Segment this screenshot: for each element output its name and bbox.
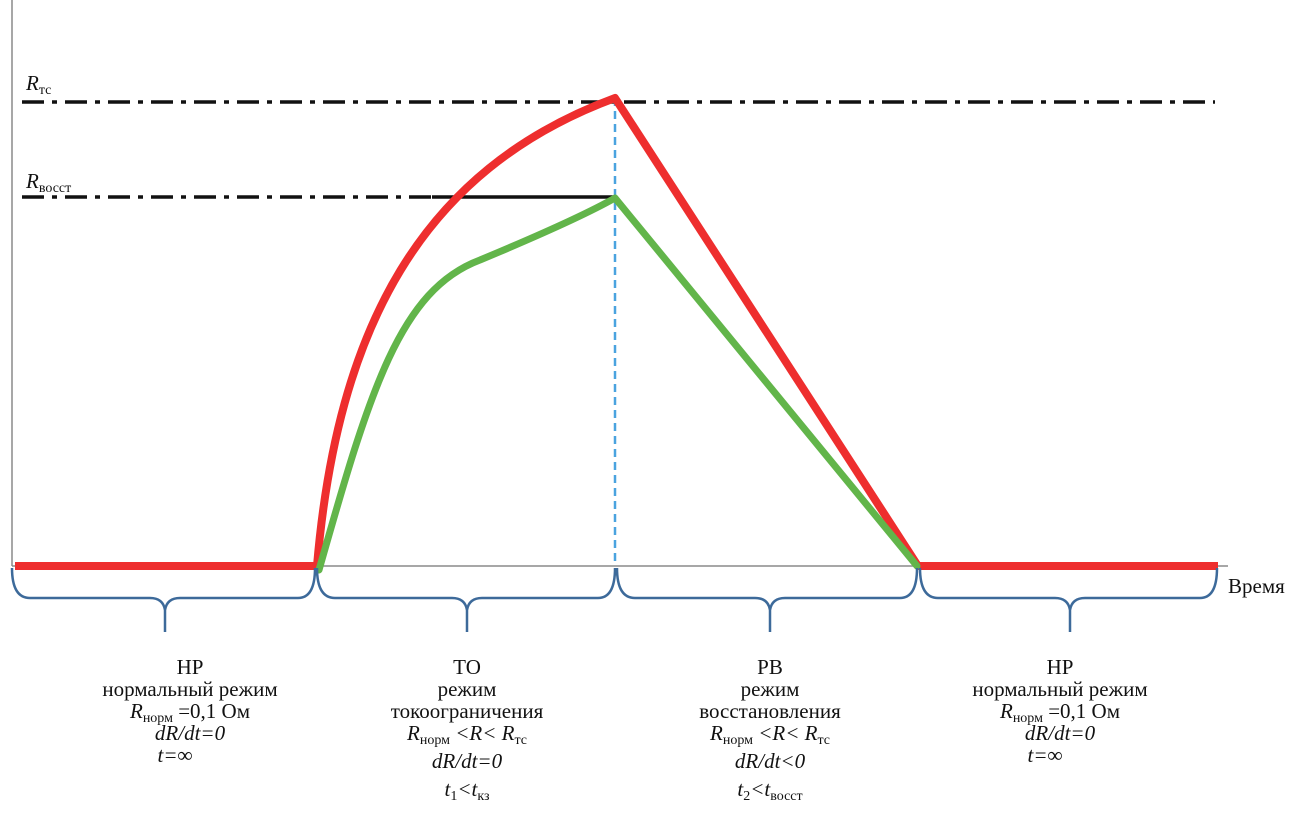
segment-time: t=∞ bbox=[1027, 743, 1063, 767]
x-axis-label: Время bbox=[1228, 574, 1285, 598]
segment-name-b: токоограничения bbox=[390, 699, 544, 723]
segment-normal-mode-1: НР нормальный режим Rнорм =0,1 Ом dR/dt=… bbox=[90, 656, 290, 766]
segment-resistance: Rнорм =0,1 Ом bbox=[129, 699, 251, 726]
segment-derivative: dR/dt=0 bbox=[431, 749, 503, 773]
segment-derivative: dR/dt<0 bbox=[734, 749, 806, 773]
segment-name-a: режим bbox=[437, 677, 497, 701]
segment-current-limiting: ТО режим токоограничения Rнорм <R< Rтс d… bbox=[367, 655, 567, 804]
segment-code: НР bbox=[1046, 655, 1074, 679]
brace-to bbox=[315, 567, 617, 632]
segment-name: нормальный режим bbox=[102, 677, 278, 701]
brace-hp-2 bbox=[918, 567, 1219, 632]
segment-condition: Rнорм <R< Rтс bbox=[710, 721, 830, 748]
segment-derivative: dR/dt=0 bbox=[154, 721, 226, 745]
brace-hp-1 bbox=[10, 567, 317, 632]
segment-time: t1<tкз bbox=[444, 777, 490, 804]
segment-code: ТО bbox=[453, 655, 481, 679]
green-resistance-curve bbox=[315, 194, 921, 574]
segment-normal-mode-2: НР нормальный режим Rнорм =0,1 Ом dR/dt=… bbox=[960, 656, 1160, 766]
segment-time: t=∞ bbox=[157, 743, 193, 767]
red-resistance-curve bbox=[15, 94, 1218, 570]
segment-name: нормальный режим bbox=[972, 677, 1148, 701]
brace-rv bbox=[615, 567, 919, 632]
segment-code: РВ bbox=[757, 655, 783, 679]
segment-resistance: Rнорм =0,1 Ом bbox=[999, 699, 1121, 726]
r-vosst-label: Rвосст bbox=[26, 169, 72, 196]
segment-name-b: восстановления bbox=[699, 699, 841, 723]
r-tc-label: Rтс bbox=[26, 71, 52, 98]
segment-condition: Rнорм <R< Rтс bbox=[407, 721, 527, 748]
segment-code: НР bbox=[176, 655, 204, 679]
segment-recovery: РВ режим восстановления Rнорм <R< Rтс dR… bbox=[670, 655, 870, 804]
segment-derivative: dR/dt=0 bbox=[1024, 721, 1096, 745]
segment-name-a: режим bbox=[740, 677, 800, 701]
segment-time: t2<tвосст bbox=[737, 777, 803, 804]
